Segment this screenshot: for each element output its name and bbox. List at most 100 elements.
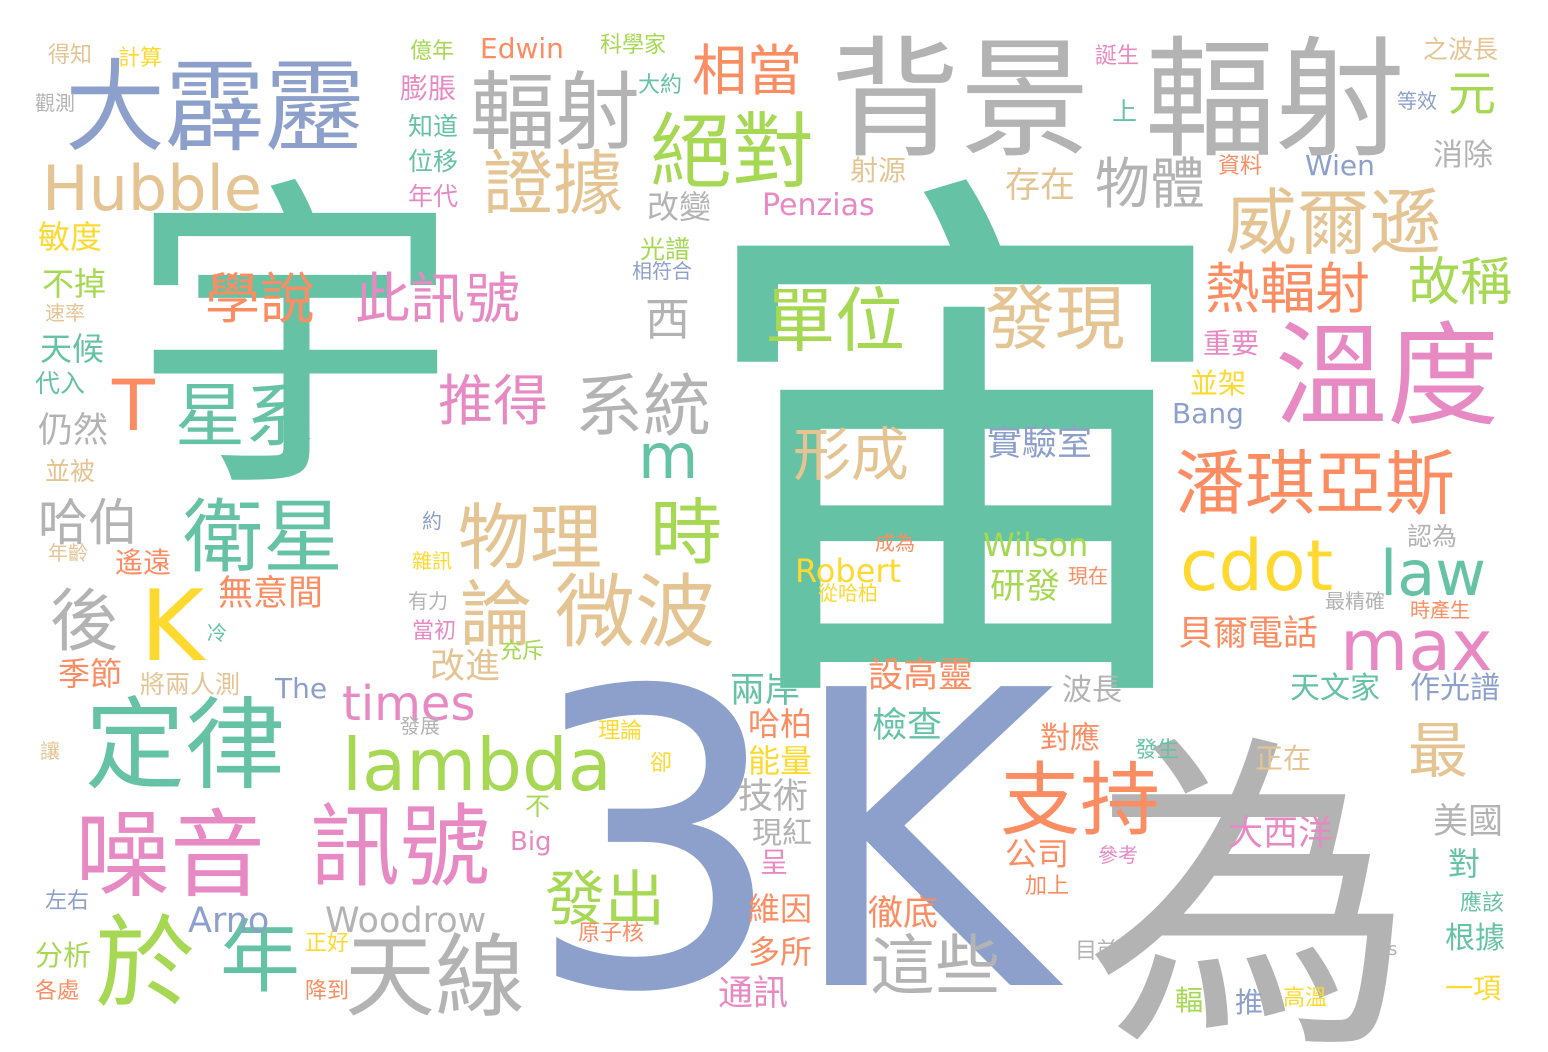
cloud-word: 年代 [408,182,458,211]
cloud-word: 改變 [647,188,711,226]
cloud-word: 微波 [555,566,715,659]
cloud-word: 一項 [1445,972,1501,1005]
cloud-word: lambda [342,723,612,807]
cloud-word: 目前 [1075,939,1119,964]
cloud-word: 通訊 [718,974,788,1014]
cloud-word: 分析 [35,939,91,972]
cloud-word: 實驗室 [987,424,1092,464]
cloud-word: 位移 [408,147,458,176]
word-cloud-words: 宇宙3K 為背景 輻射大霹靂 輻射Hubble 證據 絕對相當 元威爾遜溫度物體存在熱輻射故… [35,24,1512,1052]
cloud-word: law [1380,537,1486,610]
cloud-word: 現在 [1068,564,1108,588]
cloud-word: 技術 [738,777,808,817]
cloud-word: 徹底 [868,894,938,934]
cloud-word: times [342,676,475,732]
cloud-word: 理論 [598,719,642,744]
cloud-word: 最精確 [1325,589,1385,613]
cloud-word: 大約 [638,73,682,98]
cloud-word: Big [510,827,552,857]
cloud-word: 多所 [748,933,812,971]
cloud-word: 知道 [408,112,458,141]
cloud-word: 季節 [58,655,122,693]
cloud-word: 為 [1085,709,1415,1052]
cloud-word: 證據 [483,143,623,225]
cloud-word: 不掉 [42,265,106,303]
cloud-word: 速率 [45,301,85,325]
cloud-word: Woodrow [325,901,486,941]
cloud-word: 對應 [1040,721,1100,756]
cloud-word: 雜訊 [412,549,452,573]
cloud-word: 改進 [430,647,500,687]
cloud-word: 哈伯 [38,494,138,552]
cloud-word: 約 [422,509,442,533]
cloud-word: 故稱 [1408,253,1512,313]
cloud-word: 冷 [207,621,227,645]
cloud-word: 3K [525,604,1068,1052]
cloud-word: 貝爾電話 [1178,614,1318,654]
cloud-word: 認為 [1407,522,1457,551]
cloud-word: 輻射 [1145,24,1405,176]
cloud-word: 射源 [850,154,906,187]
cloud-word: 不 [525,792,550,821]
cloud-word: 學說 [205,267,315,331]
cloud-word: 存在 [1005,166,1075,206]
cloud-word: 卻 [650,751,672,776]
cloud-word: 威爾遜 [1225,181,1441,265]
cloud-word: 呈 [760,846,788,879]
cloud-word: 設高靈 [868,656,973,696]
cloud-word: m [638,420,698,493]
cloud-word: 時產生 [1410,598,1470,622]
cloud-word: 發出 [545,865,665,935]
cloud-word: 西 [645,293,690,346]
cloud-word: 之波長 [1423,35,1498,64]
cloud-word: 最 [1408,717,1468,787]
cloud-word: 當初 [412,619,456,644]
cloud-word: 根據 [1445,921,1505,956]
cloud-word: 現紅 [752,816,812,851]
cloud-word: 推得 [438,369,548,433]
cloud-word: 敏度 [38,218,102,256]
cloud-word: 宇 [130,149,460,533]
cloud-word: 原子核 [578,921,644,946]
cloud-word: 科學家 [600,33,666,58]
cloud-word: Hubble [42,152,262,225]
cloud-word: The [274,672,327,705]
cloud-word: 將兩人測 [140,670,240,699]
cloud-word: 噪音 [75,801,265,911]
cloud-word: 熱輻射 [1205,257,1370,321]
cloud-word: 年齡 [48,541,88,565]
cloud-word: 年 [220,911,300,1004]
cloud-word: 背景 [830,24,1090,176]
cloud-word: 物體 [1095,152,1205,216]
cloud-word: 兩岸 [730,671,800,711]
cloud-word: 檢查 [872,706,942,746]
cloud-word: 左右 [45,889,89,914]
cloud-word: 等效 [1397,89,1437,113]
cloud-word: 發生 [1135,738,1179,763]
cloud-word: 訊號 [310,795,490,900]
cloud-word: 作光譜 [1410,671,1500,706]
cloud-word: 天文家 [1290,671,1380,706]
cloud-word: 此訊號 [355,267,520,331]
cloud-word: 對 [1448,845,1480,883]
cloud-word: Edwin [480,32,564,65]
cloud-word: 並架 [1190,367,1246,400]
cloud-word: 輻 [1175,984,1203,1017]
cloud-word: 上 [1112,97,1137,126]
cloud-word: 加上 [1025,874,1069,899]
cloud-word: 絕對 [650,105,814,200]
cloud-word: cdot [1180,525,1333,607]
cloud-word: 美國 [1433,802,1503,842]
cloud-word: 發展 [400,714,440,738]
cloud-word: 定律 [85,687,285,804]
cloud-word: 公司 [1005,835,1069,873]
cloud-word: 宙 [690,134,1240,775]
cloud-word: 應該 [1460,890,1504,916]
cloud-word: 星系 [175,375,315,457]
cloud-word: Wilson [983,526,1088,564]
cloud-word: 單位 [765,280,905,362]
cloud-word: 輻射 [470,64,640,163]
cloud-word: Bang [1172,397,1244,430]
cloud-word: 相符合 [632,259,692,283]
cloud-word: 仍然 [38,411,108,451]
